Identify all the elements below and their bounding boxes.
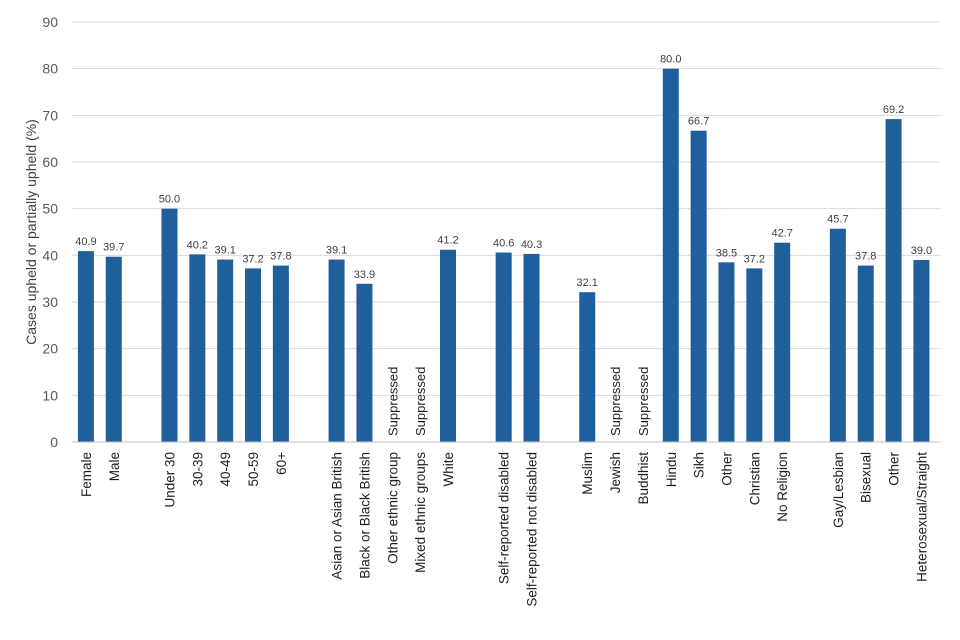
x-category-label: Other ethnic group: [385, 452, 400, 564]
y-tick-label: 10: [42, 387, 58, 403]
x-category-label: Under 30: [162, 452, 177, 508]
y-tick-label: 0: [50, 434, 58, 450]
data-label: 39.1: [214, 245, 235, 257]
x-axis-category-labels: Female Male Under 30 30-39 40-49 50-59 60+ Asia…: [79, 451, 929, 607]
x-category-label: Self-reported not disabled: [525, 452, 540, 607]
data-label: 32.1: [577, 277, 598, 289]
x-category-label: 60+: [274, 452, 289, 475]
data-label: 41.2: [437, 235, 458, 247]
bar: [189, 254, 206, 442]
bar: [105, 256, 122, 442]
bar: [690, 130, 707, 442]
x-category-label: Black or Black British: [357, 452, 372, 579]
x-category-label: Buddhist: [636, 452, 651, 505]
x-category-label: Sikh: [692, 452, 707, 478]
bar: [913, 260, 930, 442]
x-category-label: Other: [719, 451, 734, 485]
x-category-label: Jewish: [608, 452, 623, 493]
bar: [161, 208, 178, 442]
bars: [77, 68, 930, 443]
data-label: 40.3: [521, 239, 542, 251]
bar: [523, 253, 540, 442]
bar: [217, 259, 234, 442]
x-category-label: Gay/Lesbian: [831, 452, 846, 528]
x-category-label: Hindu: [664, 452, 679, 487]
suppressed-label: Suppressed: [413, 367, 428, 436]
bar: [579, 292, 596, 442]
y-axis-label: Cases upheld or partially upheld (%): [23, 119, 39, 345]
bar: [857, 265, 874, 442]
bar: [272, 265, 289, 442]
data-label: 39.1: [326, 245, 347, 257]
x-category-label: Male: [107, 452, 122, 481]
x-category-label: White: [441, 452, 456, 487]
x-category-label: Muslim: [580, 452, 595, 495]
bar: [356, 283, 373, 442]
data-label: 66.7: [688, 116, 709, 128]
bar: [328, 259, 345, 442]
y-tick-label: 50: [42, 201, 58, 217]
x-category-label: Self-reported disabled: [497, 452, 512, 584]
gridlines: [72, 21, 940, 396]
bar: [774, 242, 791, 442]
data-labels: 40.9 39.7 50.0 40.2 39.1 37.2 37.8 39.1 33.9 Supp…: [75, 54, 932, 436]
bar: [746, 268, 763, 442]
x-category-label: No Religion: [775, 452, 790, 522]
x-category-label: Christian: [747, 452, 762, 505]
y-tick-label: 90: [42, 14, 58, 30]
data-label: 37.2: [744, 253, 765, 265]
x-category-label: Female: [79, 452, 94, 497]
bar: [829, 228, 846, 442]
x-category-label: Mixed ethnic groups: [413, 452, 428, 573]
data-label: 37.8: [855, 251, 876, 263]
x-category-label: Asian or Asian British: [330, 452, 345, 580]
data-label: 69.2: [883, 104, 904, 116]
y-tick-label: 30: [42, 294, 58, 310]
y-tick-label: 70: [42, 107, 58, 123]
x-category-label: Other: [887, 451, 902, 485]
bar: [77, 251, 94, 442]
data-label: 80.0: [660, 54, 681, 66]
bar: [718, 262, 735, 442]
bar: [245, 268, 262, 442]
bar: [495, 252, 512, 442]
suppressed-label: Suppressed: [636, 367, 651, 436]
x-category-label: 40-49: [218, 452, 233, 487]
data-label: 37.2: [242, 253, 263, 265]
data-label: 33.9: [354, 269, 375, 281]
x-category-label: 30-39: [190, 452, 205, 487]
y-tick-label: 20: [42, 341, 58, 357]
data-label: 39.7: [103, 242, 124, 254]
y-tick-label: 40: [42, 247, 58, 263]
y-tick-label: 60: [42, 154, 58, 170]
data-label: 39.0: [911, 245, 932, 257]
x-category-label: 50-59: [246, 452, 261, 487]
data-label: 40.2: [187, 239, 208, 251]
suppressed-label: Suppressed: [608, 367, 623, 436]
bar: [662, 68, 679, 443]
x-category-label: Bisexual: [859, 452, 874, 503]
data-label: 45.7: [827, 214, 848, 226]
data-label: 40.9: [75, 236, 96, 248]
y-tick-label: 80: [42, 61, 58, 77]
y-axis-ticks: 0 10 20 30 40 50 60 70 80 90: [42, 14, 58, 450]
x-category-label: Heterosexual/Straight: [914, 452, 929, 582]
suppressed-label: Suppressed: [385, 367, 400, 436]
bar: [439, 249, 456, 442]
bar: [885, 119, 902, 443]
data-label: 42.7: [771, 228, 792, 240]
data-label: 37.8: [270, 251, 291, 263]
data-label: 50.0: [159, 194, 180, 206]
data-label: 38.5: [716, 247, 737, 259]
data-label: 40.6: [493, 238, 514, 250]
